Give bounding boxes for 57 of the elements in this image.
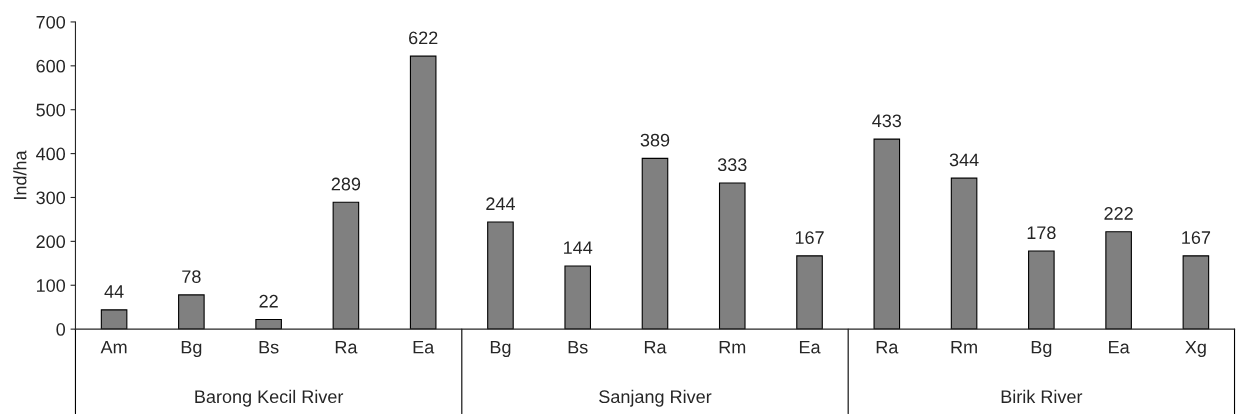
- y-tick-label: 400: [36, 147, 66, 161]
- y-tick-label: 500: [36, 103, 66, 117]
- x-tick-label: Bs: [568, 340, 588, 354]
- bar: [950, 177, 978, 330]
- data-label: 289: [331, 177, 361, 191]
- y-tick-label: 700: [36, 15, 66, 29]
- text: Birik River: [1001, 389, 1083, 404]
- data-label: 333: [717, 158, 747, 172]
- x-tick-label: Ea: [413, 340, 435, 354]
- data-label: 144: [564, 241, 593, 254]
- bar: [718, 182, 746, 330]
- data-label: 433: [872, 114, 902, 128]
- x-tick-label: Bg: [181, 340, 202, 358]
- x-tick-label: Ea: [1109, 340, 1130, 354]
- y-tick-label: 300: [36, 191, 66, 205]
- bar: [873, 138, 901, 330]
- x-tick-label: Ra: [644, 340, 667, 354]
- data-label: 244: [486, 197, 515, 210]
- bar: [796, 255, 823, 330]
- data-label: 389: [640, 133, 670, 147]
- x-tick-label: Ra: [876, 340, 899, 354]
- x-tick-label: Xg: [1185, 340, 1206, 358]
- data-label: 344: [949, 153, 979, 167]
- bar: [178, 294, 205, 330]
- bar: [332, 201, 360, 330]
- data-label: 22: [259, 294, 278, 308]
- bar: [409, 55, 437, 330]
- data-label: 167: [795, 231, 824, 244]
- x-tick-label: Bg: [1031, 340, 1052, 358]
- data-label: 167: [1182, 231, 1211, 244]
- data-label: 44: [104, 285, 124, 298]
- bar: [1182, 255, 1210, 330]
- x-tick-label: Am: [100, 340, 127, 354]
- y-tick-label: 600: [36, 59, 66, 73]
- bar: [1028, 250, 1055, 330]
- x-tick-label: Ra: [335, 340, 358, 354]
- bar: [255, 318, 282, 330]
- data-label: 622: [409, 31, 438, 45]
- x-tick-label: Rm: [951, 340, 977, 354]
- text: Barong Kecil River: [195, 389, 344, 407]
- y-tick-label: 100: [36, 279, 66, 292]
- bar: [487, 221, 514, 330]
- bar: [641, 157, 669, 330]
- bar: [100, 309, 128, 330]
- x-tick-label: Rm: [719, 340, 746, 354]
- bar: [1105, 231, 1132, 330]
- x-tick-label: Bs: [259, 340, 279, 354]
- x-tick-label: Ea: [799, 340, 821, 354]
- x-tick-label: Bg: [490, 340, 511, 358]
- text: Sanjang River: [599, 389, 712, 407]
- data-label: 78: [182, 270, 201, 283]
- y-tick-label: 200: [36, 235, 66, 249]
- data-label: 178: [1027, 226, 1056, 240]
- data-label: 222: [1104, 207, 1133, 220]
- y-axis-title: Ind/ha: [13, 150, 27, 199]
- bar: [564, 265, 592, 330]
- y-tick-label: 0: [56, 323, 66, 336]
